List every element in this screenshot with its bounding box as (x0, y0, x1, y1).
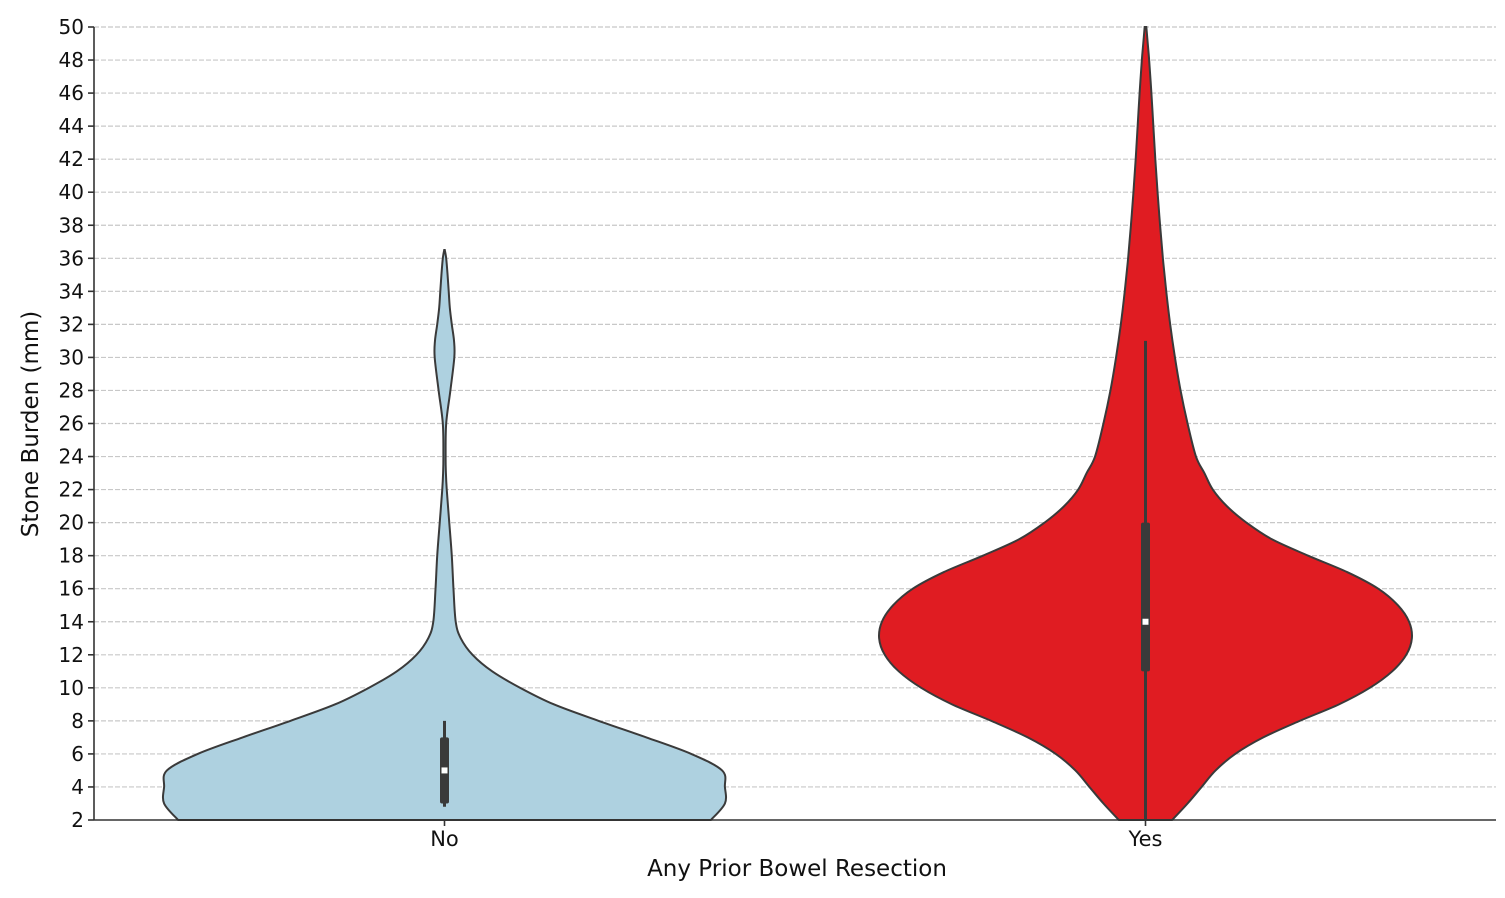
y-tick-label: 42 (59, 147, 84, 171)
y-tick-label: 8 (71, 709, 84, 733)
y-tick-label: 16 (59, 577, 84, 601)
y-tick-label: 4 (71, 775, 84, 799)
y-tick-label: 30 (59, 345, 84, 369)
gridlines (94, 26, 1496, 788)
y-tick-labels: 2468101214161820222426283032343638404244… (59, 15, 94, 832)
y-tick-label: 6 (71, 742, 84, 766)
y-tick-label: 48 (59, 48, 84, 72)
y-tick-label: 10 (59, 676, 84, 700)
x-tick-label: No (430, 827, 459, 851)
y-axis-title: Stone Burden (mm) (18, 311, 44, 538)
y-tick-label: 44 (59, 114, 84, 138)
y-tick-label: 22 (59, 478, 84, 502)
x-tick-label: Yes (1128, 827, 1163, 851)
y-tick-label: 24 (59, 445, 84, 469)
y-tick-label: 14 (59, 610, 84, 634)
violin-iqr-box (1141, 522, 1150, 672)
violins (161, 26, 1413, 821)
violin-no (161, 249, 728, 821)
y-tick-label: 2 (71, 808, 84, 832)
x-axis-title: Any Prior Bowel Resection (647, 856, 947, 882)
y-tick-label: 26 (59, 412, 84, 436)
y-tick-label: 38 (59, 213, 84, 237)
y-tick-label: 32 (59, 312, 84, 336)
y-tick-label: 18 (59, 544, 84, 568)
violin-body (161, 249, 728, 821)
violin-yes (878, 26, 1413, 821)
y-tick-label: 50 (59, 15, 84, 39)
y-tick-label: 34 (59, 279, 84, 303)
violin-median (441, 767, 448, 774)
y-tick-label: 40 (59, 180, 84, 204)
y-tick-label: 36 (59, 246, 84, 270)
y-tick-label: 12 (59, 643, 84, 667)
x-tick-labels: No Yes (430, 820, 1162, 851)
violin-median (1142, 618, 1149, 625)
y-tick-label: 20 (59, 511, 84, 535)
y-tick-label: 28 (59, 378, 84, 402)
y-tick-label: 46 (59, 81, 84, 105)
